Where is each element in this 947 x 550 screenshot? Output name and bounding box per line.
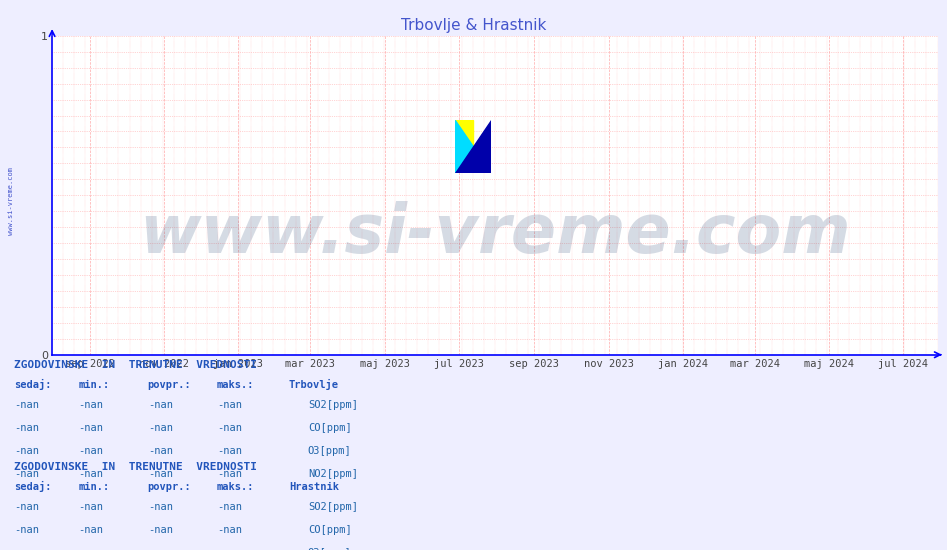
Text: ZGODOVINSKE  IN  TRENUTNE  VREDNOSTI: ZGODOVINSKE IN TRENUTNE VREDNOSTI — [14, 462, 258, 472]
Text: -nan: -nan — [217, 469, 241, 479]
Text: -nan: -nan — [148, 446, 172, 456]
Text: -nan: -nan — [217, 525, 241, 535]
Text: -nan: -nan — [217, 446, 241, 456]
Text: CO[ppm]: CO[ppm] — [308, 525, 351, 535]
Text: -nan: -nan — [79, 446, 103, 456]
Polygon shape — [456, 120, 491, 173]
Text: -nan: -nan — [217, 400, 241, 410]
Text: ZGODOVINSKE  IN  TRENUTNE  VREDNOSTI: ZGODOVINSKE IN TRENUTNE VREDNOSTI — [14, 360, 258, 371]
Text: www.si-vreme.com: www.si-vreme.com — [139, 201, 850, 267]
Text: -nan: -nan — [14, 400, 39, 410]
Text: Trbovlje & Hrastnik: Trbovlje & Hrastnik — [401, 18, 546, 32]
Text: -nan: -nan — [14, 502, 39, 512]
Text: -nan: -nan — [14, 548, 39, 550]
Text: -nan: -nan — [14, 423, 39, 433]
Text: -nan: -nan — [148, 525, 172, 535]
Text: maks.:: maks.: — [217, 380, 255, 390]
Text: -nan: -nan — [148, 548, 172, 550]
Text: Hrastnik: Hrastnik — [289, 482, 339, 492]
Text: -nan: -nan — [14, 525, 39, 535]
Text: sedaj:: sedaj: — [14, 481, 52, 492]
Text: -nan: -nan — [148, 400, 172, 410]
Text: povpr.:: povpr.: — [148, 380, 191, 390]
Text: SO2[ppm]: SO2[ppm] — [308, 400, 358, 410]
Text: SO2[ppm]: SO2[ppm] — [308, 502, 358, 512]
Text: sedaj:: sedaj: — [14, 379, 52, 390]
Text: -nan: -nan — [148, 423, 172, 433]
Text: min.:: min.: — [79, 380, 110, 390]
Text: povpr.:: povpr.: — [148, 482, 191, 492]
Text: O3[ppm]: O3[ppm] — [308, 548, 351, 550]
Text: -nan: -nan — [148, 469, 172, 479]
Text: Trbovlje: Trbovlje — [289, 379, 339, 390]
Bar — [456, 120, 474, 146]
Text: -nan: -nan — [14, 469, 39, 479]
Text: -nan: -nan — [79, 548, 103, 550]
Text: -nan: -nan — [217, 423, 241, 433]
Text: -nan: -nan — [79, 423, 103, 433]
Text: -nan: -nan — [79, 525, 103, 535]
Text: -nan: -nan — [148, 502, 172, 512]
Text: min.:: min.: — [79, 482, 110, 492]
Text: -nan: -nan — [79, 400, 103, 410]
Text: -nan: -nan — [79, 502, 103, 512]
Polygon shape — [456, 120, 491, 173]
Text: -nan: -nan — [217, 548, 241, 550]
Text: -nan: -nan — [79, 469, 103, 479]
Text: NO2[ppm]: NO2[ppm] — [308, 469, 358, 479]
Text: maks.:: maks.: — [217, 482, 255, 492]
Text: -nan: -nan — [217, 502, 241, 512]
Text: O3[ppm]: O3[ppm] — [308, 446, 351, 456]
Text: www.si-vreme.com: www.si-vreme.com — [8, 167, 13, 235]
Text: CO[ppm]: CO[ppm] — [308, 423, 351, 433]
Text: -nan: -nan — [14, 446, 39, 456]
